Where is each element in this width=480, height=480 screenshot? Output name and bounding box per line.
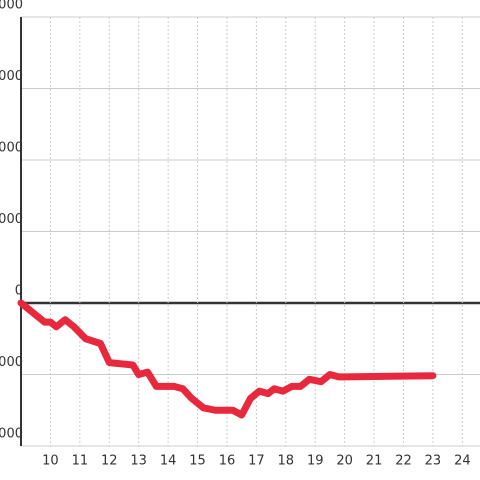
- y-tick-label: 6,000: [0, 141, 23, 156]
- x-tick-label: 22: [395, 454, 412, 469]
- y-tick-label: -6,000: [0, 427, 23, 442]
- x-tick-label: 20: [336, 454, 353, 469]
- y-tick-label: 9,000: [0, 69, 23, 84]
- line: [17, 299, 437, 419]
- x-tick-label: 13: [130, 454, 147, 469]
- x-tick-label: 21: [366, 454, 383, 469]
- x-tick-label: 15: [189, 454, 206, 469]
- x-tick-label: 24: [454, 454, 471, 469]
- x-tick-label: 17: [248, 454, 265, 469]
- x-tick-label: 18: [278, 454, 295, 469]
- y-tick-label: 12,000: [0, 0, 23, 13]
- x-tick-label: 10: [42, 454, 59, 469]
- y-tick-label: 3,000: [0, 212, 23, 227]
- y-tick-label: -3,000: [0, 355, 23, 370]
- x-tick-label: 12: [101, 454, 118, 469]
- x-tick-label: 11: [72, 454, 89, 469]
- y-tick-label: 0: [15, 284, 23, 299]
- x-tick-label: 14: [160, 454, 177, 469]
- x-tick-label: 23: [425, 454, 442, 469]
- x-tick-label: 19: [307, 454, 324, 469]
- x-tick-label: 16: [219, 454, 236, 469]
